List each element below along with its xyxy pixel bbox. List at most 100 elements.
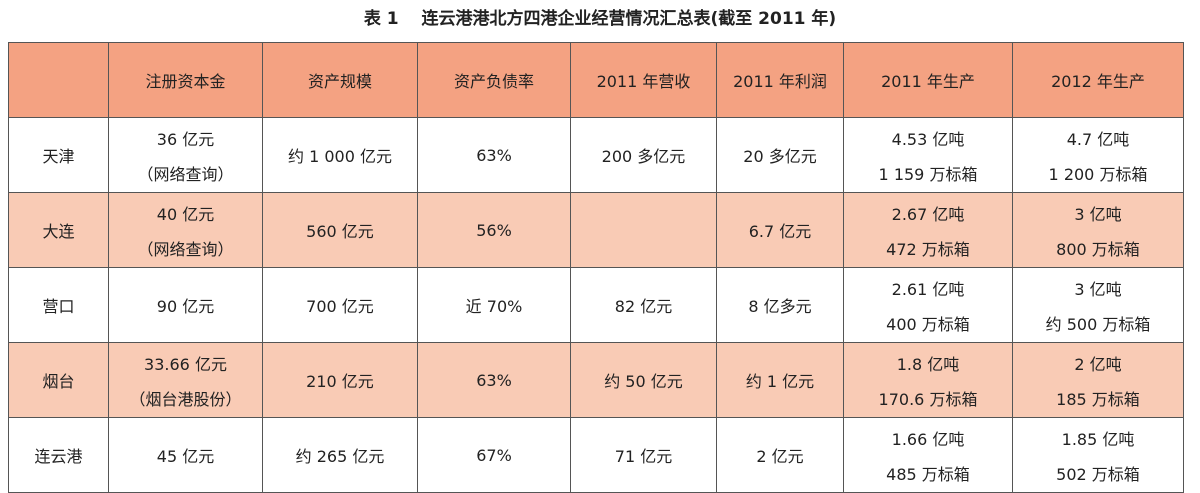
table-cell bbox=[570, 192, 717, 268]
cell-text: 63% bbox=[476, 145, 512, 165]
row-label: 大连 bbox=[42, 222, 75, 241]
table-cell: 67% bbox=[417, 417, 571, 493]
row-label: 连云港 bbox=[34, 447, 83, 466]
cell-text: 1 159 万标箱 bbox=[878, 164, 978, 184]
table-cell: 天津 bbox=[8, 117, 109, 193]
table-cell: 2011 年生产 bbox=[843, 42, 1013, 118]
cell-text: 210 亿元 bbox=[306, 372, 374, 391]
cell-text: 约 50 亿元 bbox=[604, 372, 683, 391]
table-cell: 2.61 亿吨 400 万标箱 bbox=[843, 267, 1013, 343]
cell-text: 400 万标箱 bbox=[886, 314, 970, 334]
cell-text: 90 亿元 bbox=[156, 297, 215, 316]
cell-text: 约 1 亿元 bbox=[745, 372, 815, 391]
table-cell: 1.85 亿吨 502 万标箱 bbox=[1012, 417, 1184, 493]
table-cell: 4.53 亿吨 1 159 万标箱 bbox=[843, 117, 1013, 193]
cell-text: 82 亿元 bbox=[614, 297, 673, 316]
table-cell: 6.7 亿元 bbox=[716, 192, 844, 268]
cell-text: 3 亿吨 bbox=[1074, 279, 1122, 299]
table-cell: 约 50 亿元 bbox=[570, 342, 717, 418]
cell-text: 185 万标箱 bbox=[1056, 389, 1140, 409]
table-cell: 烟台 bbox=[8, 342, 109, 418]
header-label: 2011 年营收 bbox=[596, 72, 691, 91]
row-label: 烟台 bbox=[42, 372, 75, 391]
table-cell bbox=[8, 42, 109, 118]
table-cell: 约 1 000 亿元 bbox=[262, 117, 418, 193]
table-cell: 约 1 亿元 bbox=[716, 342, 844, 418]
row-label: 天津 bbox=[42, 147, 75, 166]
cell-text: 1.66 亿吨 bbox=[891, 429, 965, 449]
cell-text: 2 亿元 bbox=[756, 447, 804, 466]
cell-text: 170.6 万标箱 bbox=[878, 389, 978, 409]
cell-text: 56% bbox=[476, 220, 512, 240]
table-cell: 营口 bbox=[8, 267, 109, 343]
table-cell: 2011 年利润 bbox=[716, 42, 844, 118]
table-cell: 33.66 亿元 （烟台港股份） bbox=[108, 342, 263, 418]
cell-text: （网络查询） bbox=[137, 164, 234, 184]
cell-text: 4.53 亿吨 bbox=[891, 129, 965, 149]
cell-text: 1.8 亿吨 bbox=[896, 354, 960, 374]
table-cell: 45 亿元 bbox=[108, 417, 263, 493]
table-cell: 1.66 亿吨 485 万标箱 bbox=[843, 417, 1013, 493]
header-label: 资产规模 bbox=[307, 72, 372, 91]
table-cell: 约 265 亿元 bbox=[262, 417, 418, 493]
cell-text: 67% bbox=[476, 445, 512, 465]
cell-text: （网络查询） bbox=[137, 239, 234, 259]
table-cell: 210 亿元 bbox=[262, 342, 418, 418]
table-cell: 82 亿元 bbox=[570, 267, 717, 343]
table-cell: 200 多亿元 bbox=[570, 117, 717, 193]
table-cell: 1.8 亿吨 170.6 万标箱 bbox=[843, 342, 1013, 418]
table-cell: 资产规模 bbox=[262, 42, 418, 118]
cell-text: 3 亿吨 bbox=[1074, 204, 1122, 224]
cell-text: 8 亿多元 bbox=[748, 297, 812, 316]
cell-text: 40 亿元 bbox=[156, 204, 215, 224]
cell-text: 472 万标箱 bbox=[886, 239, 970, 259]
table-cell: 2012 年生产 bbox=[1012, 42, 1184, 118]
table-cell: 资产负债率 bbox=[417, 42, 571, 118]
cell-text: 502 万标箱 bbox=[1056, 464, 1140, 484]
cell-text: 约 1 000 亿元 bbox=[288, 147, 392, 166]
header-label: 2011 年利润 bbox=[733, 72, 827, 91]
table-cell: 连云港 bbox=[8, 417, 109, 493]
table-cell: 大连 bbox=[8, 192, 109, 268]
cell-text: 71 亿元 bbox=[614, 447, 673, 466]
cell-text: 560 亿元 bbox=[306, 222, 374, 241]
table-cell: 63% bbox=[417, 342, 571, 418]
table-cell: 2.67 亿吨 472 万标箱 bbox=[843, 192, 1013, 268]
table-cell: 36 亿元 （网络查询） bbox=[108, 117, 263, 193]
table-cell: 40 亿元 （网络查询） bbox=[108, 192, 263, 268]
table-title: 表 1 连云港港北方四港企业经营情况汇总表(截至 2011 年) bbox=[363, 9, 837, 29]
header-label: 注册资本金 bbox=[145, 72, 226, 91]
table-cell: 63% bbox=[417, 117, 571, 193]
cell-text: 36 亿元 bbox=[156, 129, 215, 149]
cell-text: 800 万标箱 bbox=[1056, 239, 1140, 259]
cell-text: 2 亿吨 bbox=[1074, 354, 1122, 374]
cell-text: （烟台港股份） bbox=[129, 389, 242, 409]
cell-text: 约 265 亿元 bbox=[295, 447, 385, 466]
header-label: 资产负债率 bbox=[453, 72, 534, 91]
table-cell: 近 70% bbox=[417, 267, 571, 343]
cell-text: 485 万标箱 bbox=[886, 464, 970, 484]
header-label: 2011 年生产 bbox=[881, 72, 975, 91]
cell-text: 2.67 亿吨 bbox=[891, 204, 965, 224]
cell-text: 20 多亿元 bbox=[743, 147, 817, 166]
table-cell: 2011 年营收 bbox=[570, 42, 717, 118]
cell-text: 6.7 亿元 bbox=[748, 222, 812, 241]
cell-text: 2.61 亿吨 bbox=[891, 279, 965, 299]
table-cell: 2 亿吨 185 万标箱 bbox=[1012, 342, 1184, 418]
cell-text: 1 200 万标箱 bbox=[1048, 164, 1148, 184]
cell-text: 1.85 亿吨 bbox=[1061, 429, 1135, 449]
cell-text: 近 70% bbox=[465, 297, 523, 316]
cell-text: 700 亿元 bbox=[306, 297, 374, 316]
table-cell: 3 亿吨约 500 万标箱 bbox=[1012, 267, 1184, 343]
header-label: 2012 年生产 bbox=[1051, 72, 1145, 91]
cell-text: 63% bbox=[476, 370, 512, 390]
table-cell: 20 多亿元 bbox=[716, 117, 844, 193]
table-cell: 56% bbox=[417, 192, 571, 268]
table-cell: 90 亿元 bbox=[108, 267, 263, 343]
table-cell: 700 亿元 bbox=[262, 267, 418, 343]
table-cell: 8 亿多元 bbox=[716, 267, 844, 343]
cell-text: 45 亿元 bbox=[156, 447, 215, 466]
table-cell: 560 亿元 bbox=[262, 192, 418, 268]
table-cell: 2 亿元 bbox=[716, 417, 844, 493]
